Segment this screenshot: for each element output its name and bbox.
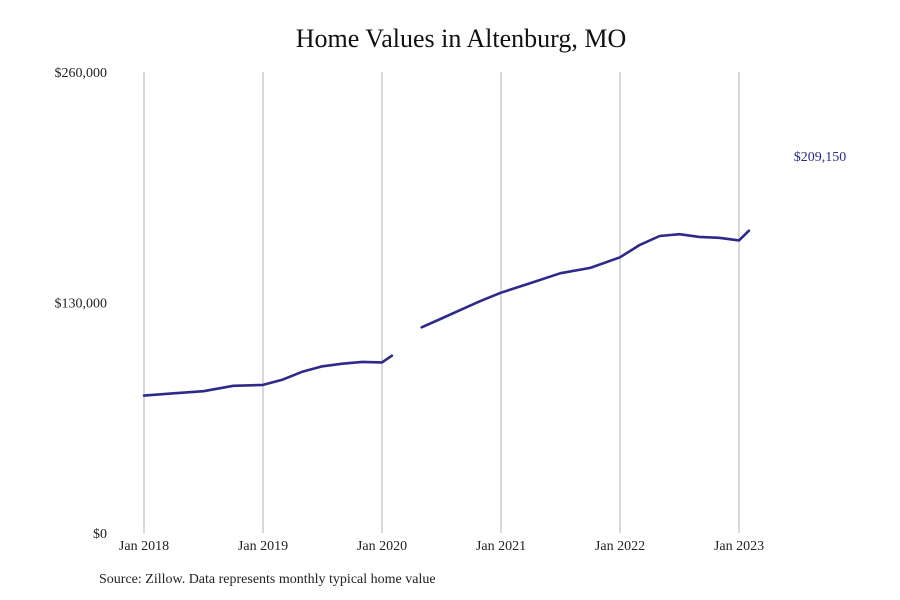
y-tick-label: $0 bbox=[93, 527, 107, 542]
end-value-label: $209,150 bbox=[794, 150, 847, 165]
source-note: Source: Zillow. Data represents monthly … bbox=[99, 572, 436, 587]
x-tick-label: Jan 2019 bbox=[238, 539, 288, 554]
x-tick-label: Jan 2018 bbox=[119, 539, 169, 554]
series-line-segment bbox=[142, 354, 394, 397]
y-tick-label: $260,000 bbox=[55, 66, 108, 81]
x-tick-label: Jan 2020 bbox=[357, 539, 407, 554]
x-tick-label: Jan 2023 bbox=[714, 539, 764, 554]
x-tick-label: Jan 2022 bbox=[595, 539, 645, 554]
y-tick-label: $130,000 bbox=[55, 297, 108, 312]
chart-title: Home Values in Altenburg, MO bbox=[295, 24, 627, 53]
series-line-segment bbox=[420, 229, 751, 329]
x-tick-label: Jan 2021 bbox=[476, 539, 526, 554]
